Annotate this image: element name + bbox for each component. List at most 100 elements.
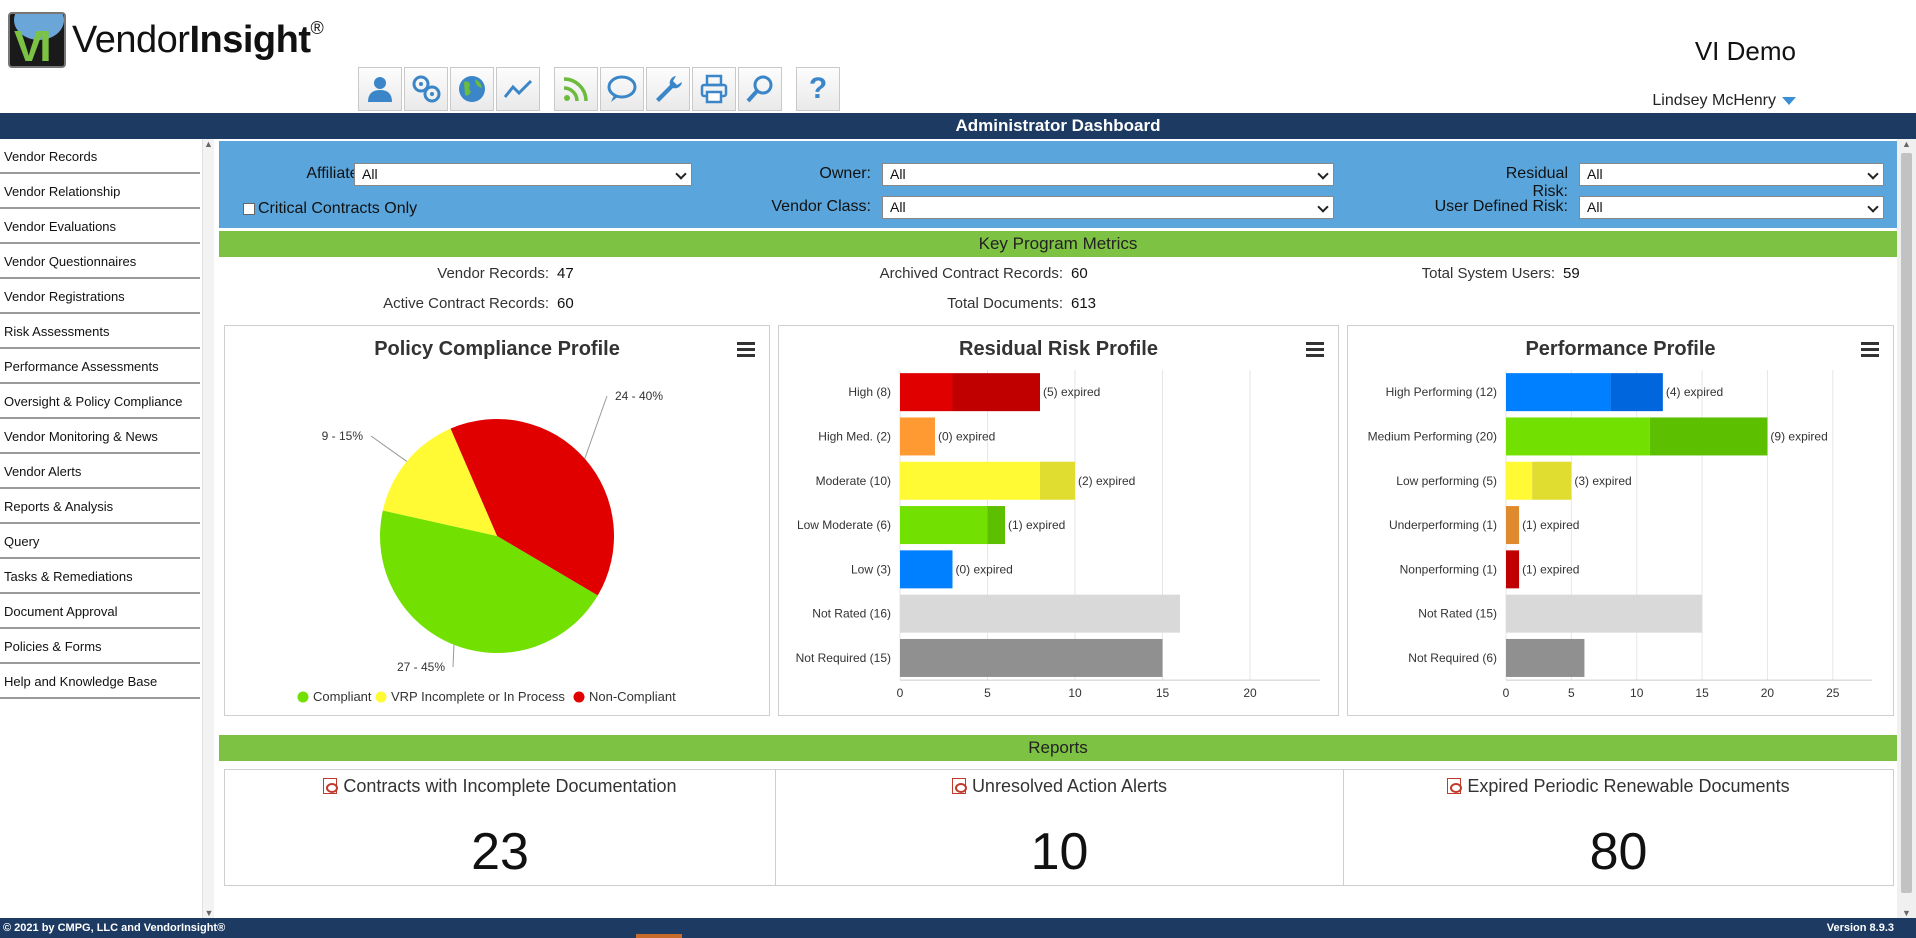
scroll-up-icon[interactable]: ▲ (1902, 139, 1911, 149)
checkbox-icon[interactable] (243, 203, 255, 215)
sidebar-item-risk-assessments[interactable]: Risk Assessments (0, 314, 200, 349)
bar-expired[interactable] (1610, 373, 1663, 412)
bar-expired[interactable] (987, 506, 1006, 545)
hamburger-menu-icon[interactable] (1861, 342, 1879, 358)
chevron-down-icon (1317, 201, 1329, 213)
bar-active[interactable] (900, 461, 1040, 500)
bar-data-label: (0) expired (938, 429, 995, 443)
scroll-up-icon[interactable]: ▲ (204, 139, 213, 149)
bar-expired[interactable] (952, 373, 1041, 412)
bar-expired[interactable] (1532, 461, 1572, 500)
bar-active[interactable] (900, 550, 953, 589)
report-unresolved-alerts[interactable]: Unresolved Action Alerts 10 (776, 770, 1344, 885)
print-button[interactable] (692, 67, 736, 111)
user-menu[interactable]: Lindsey McHenry (1652, 92, 1796, 110)
legend-marker[interactable] (375, 691, 387, 703)
bar-active[interactable] (1506, 461, 1533, 500)
sidebar-item-vendor-alerts[interactable]: Vendor Alerts (0, 454, 200, 489)
bar-active[interactable] (1506, 550, 1520, 589)
pie-leader-line (452, 644, 455, 668)
legend-item[interactable]: VRP Incomplete or In Process (391, 689, 565, 704)
sidebar-item-vendor-evaluations[interactable]: Vendor Evaluations (0, 209, 200, 244)
residual-risk-select[interactable]: All (1579, 163, 1884, 186)
sidebar-item-policies-forms[interactable]: Policies & Forms (0, 629, 200, 664)
bar-expired[interactable] (1649, 417, 1768, 456)
scroll-down-icon[interactable]: ▼ (1902, 908, 1911, 918)
hamburger-menu-icon[interactable] (1306, 342, 1324, 358)
sidebar-item-tasks-remediations[interactable]: Tasks & Remediations (0, 559, 200, 594)
affiliate-select[interactable]: All (354, 163, 692, 186)
bar-active[interactable] (1506, 417, 1650, 456)
user-button[interactable] (358, 67, 402, 111)
legend-marker[interactable] (573, 691, 585, 703)
sidebar-item-vendor-questionnaires[interactable]: Vendor Questionnaires (0, 244, 200, 279)
wrench-button[interactable] (646, 67, 690, 111)
search-button[interactable] (738, 67, 782, 111)
x-tick-label: 10 (1630, 686, 1644, 700)
settings-button[interactable] (404, 67, 448, 111)
legend-item[interactable]: Compliant (313, 689, 372, 704)
bar-active[interactable] (1506, 594, 1703, 633)
sidebar-item-help-and-knowledge-base[interactable]: Help and Knowledge Base (0, 664, 200, 699)
report-title[interactable]: Contracts with Incomplete Documentation (343, 776, 677, 796)
sidebar-item-vendor-records[interactable]: Vendor Records (0, 139, 200, 174)
bar-active[interactable] (1506, 506, 1520, 545)
sidebar-item-query[interactable]: Query (0, 524, 200, 559)
legend-item[interactable]: Non-Compliant (589, 689, 676, 704)
sidebar-item-vendor-relationship[interactable]: Vendor Relationship (0, 174, 200, 209)
logo[interactable]: VI VendorInsight® (8, 12, 324, 68)
critical-contracts-checkbox[interactable]: Critical Contracts Only (243, 200, 417, 218)
trend-button[interactable] (496, 67, 540, 111)
sidebar-item-document-approval[interactable]: Document Approval (0, 594, 200, 629)
report-expired-documents[interactable]: Expired Periodic Renewable Documents 80 (1344, 770, 1893, 885)
bar-active[interactable] (900, 373, 953, 412)
bar-expired[interactable] (1040, 461, 1075, 500)
report-incomplete-docs[interactable]: Contracts with Incomplete Documentation … (225, 770, 776, 885)
globe-button[interactable] (450, 67, 494, 111)
scroll-down-icon[interactable]: ▼ (204, 908, 214, 918)
report-title[interactable]: Unresolved Action Alerts (971, 776, 1168, 796)
sidebar-item-reports-analysis[interactable]: Reports & Analysis (0, 489, 200, 524)
legend-marker[interactable] (297, 691, 309, 703)
user-name: Lindsey McHenry (1652, 92, 1776, 109)
report-value: 80 (1589, 823, 1648, 881)
bar-active[interactable] (1506, 373, 1611, 412)
help-button[interactable]: ? (796, 67, 840, 111)
user-defined-risk-select[interactable]: All (1579, 196, 1884, 219)
bar-active[interactable] (900, 594, 1180, 633)
hamburger-menu-icon[interactable] (737, 342, 755, 358)
report-title[interactable]: Expired Periodic Renewable Documents (1467, 776, 1790, 796)
bar-data-label: (1) expired (1008, 518, 1065, 532)
rss-button[interactable] (554, 67, 598, 111)
owner-select[interactable]: All (882, 163, 1334, 186)
sidebar-item-vendor-monitoring-news[interactable]: Vendor Monitoring & News (0, 419, 200, 454)
chevron-down-icon (1782, 97, 1796, 105)
pie-slice-compliant[interactable] (380, 510, 598, 653)
bar-data-label: (2) expired (1078, 474, 1135, 488)
y-tick-label: Nonperforming (1) (1400, 562, 1497, 576)
sidebar-item-vendor-registrations[interactable]: Vendor Registrations (0, 279, 200, 314)
y-tick-label: High Performing (12) (1386, 385, 1497, 399)
toolbar-group-tools (554, 67, 784, 111)
bar-active[interactable] (900, 506, 988, 545)
bar-active[interactable] (900, 417, 935, 456)
sidebar-item-oversight-policy-compliance[interactable]: Oversight & Policy Compliance (0, 384, 200, 419)
vendor-class-select[interactable]: All (882, 196, 1334, 219)
sidebar-item-performance-assessments[interactable]: Performance Assessments (0, 349, 200, 384)
sidebar-nav: Vendor Records Vendor Relationship Vendor … (0, 139, 200, 699)
affiliate-label: Affiliate: (306, 165, 363, 182)
copyright: © 2021 by CMPG, LLC and VendorInsight® (3, 922, 226, 934)
pdf-icon (323, 778, 339, 794)
help-icon: ? (808, 72, 828, 105)
chevron-down-icon (675, 168, 687, 180)
pie-slice-vrp-incomplete-or-in-process[interactable] (382, 428, 497, 536)
scroll-thumb[interactable] (1901, 153, 1912, 893)
pie-slice-non-compliant[interactable] (450, 419, 614, 596)
y-tick-label: Low performing (5) (1396, 474, 1497, 488)
sidebar-scrollbar[interactable]: ▲ ▼ (202, 139, 214, 918)
bar-active[interactable] (1506, 638, 1585, 677)
chat-button[interactable] (600, 67, 644, 111)
bar-active[interactable] (900, 638, 1163, 677)
vendor-class-label: Vendor Class: (771, 198, 871, 215)
main-scrollbar[interactable]: ▲ ▼ (1897, 139, 1916, 918)
